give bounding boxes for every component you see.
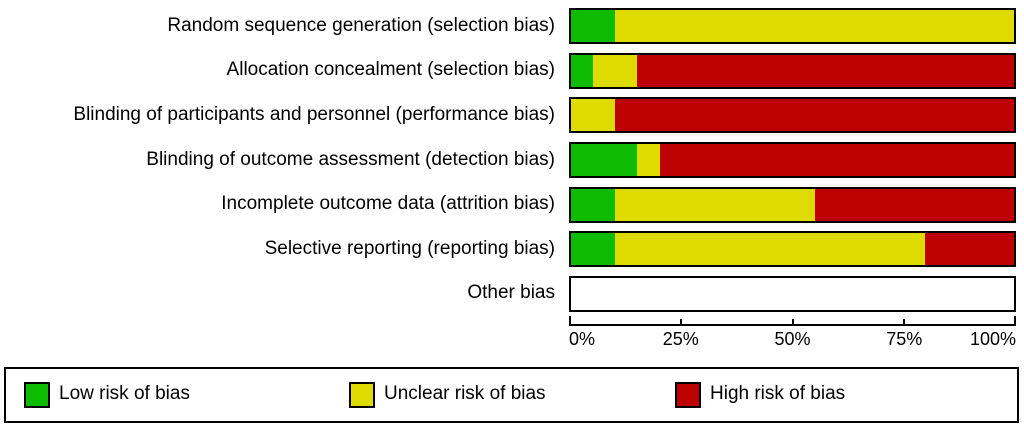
chart-row: Selective reporting (reporting bias) (0, 227, 1024, 272)
legend-label: Unclear risk of bias (384, 383, 546, 404)
axis-tick (679, 319, 682, 327)
category-label: Other bias (467, 282, 555, 304)
segment-high-risk (814, 188, 1014, 221)
segment-high-risk (615, 99, 1014, 132)
category-label: Blinding of participants and personnel (… (73, 103, 555, 125)
segment-high-risk (637, 54, 1014, 87)
segment-unclear-risk (571, 99, 616, 132)
category-label: Blinding of outcome assessment (detectio… (146, 148, 555, 170)
axis-tick (791, 319, 794, 327)
risk-bar (569, 275, 1016, 312)
x-axis: 0% 25% 50% 75% 100% (569, 316, 1016, 358)
chart-row: Blinding of outcome assessment (detectio… (0, 138, 1024, 183)
axis-tick (1014, 316, 1016, 327)
chart-rows: Random sequence generation (selection bi… (0, 4, 1024, 317)
risk-bar (569, 186, 1016, 223)
risk-bar (569, 142, 1016, 179)
axis-tick (569, 316, 571, 327)
segment-unclear-risk (637, 144, 660, 177)
legend-label: High risk of bias (710, 383, 846, 404)
axis-tick-label: 100% (969, 329, 1016, 350)
risk-bar (569, 231, 1016, 268)
legend-item-low-risk: Low risk of bias (24, 382, 190, 408)
segment-low-risk (571, 10, 616, 43)
chart-row: Other bias (0, 272, 1024, 317)
segment-unclear-risk (615, 188, 815, 221)
chart-row: Incomplete outcome data (attrition bias) (0, 182, 1024, 227)
category-label: Selective reporting (reporting bias) (264, 237, 555, 259)
axis-wrap: 0% 25% 50% 75% 100% (0, 316, 1024, 358)
axis-tick-label: 25% (662, 329, 699, 350)
chart-row: Random sequence generation (selection bi… (0, 4, 1024, 49)
segment-unclear-risk (593, 54, 638, 87)
chart-row: Allocation concealment (selection bias) (0, 49, 1024, 94)
risk-bar (569, 52, 1016, 89)
legend: Low risk of bias Unclear risk of bias High… (4, 367, 1019, 423)
segment-unclear-risk (615, 233, 926, 266)
segment-high-risk (659, 144, 1014, 177)
legend-label: Low risk of bias (59, 383, 190, 404)
low-risk-swatch-icon (24, 382, 50, 408)
segment-unclear-risk (615, 10, 1014, 43)
risk-bar (569, 8, 1016, 45)
category-label: Allocation concealment (selection bias) (226, 59, 555, 81)
axis-tick-label: 0% (569, 329, 596, 350)
segment-low-risk (571, 188, 616, 221)
category-label: Incomplete outcome data (attrition bias) (221, 193, 555, 215)
segment-low-risk (571, 144, 638, 177)
legend-item-unclear-risk: Unclear risk of bias (349, 382, 546, 408)
axis-tick-label: 50% (774, 329, 811, 350)
legend-item-high-risk: High risk of bias (675, 382, 845, 408)
category-label: Random sequence generation (selection bi… (167, 14, 555, 36)
axis-tick (903, 319, 906, 327)
segment-high-risk (925, 233, 1014, 266)
segment-low-risk (571, 54, 594, 87)
axis-tick-label: 75% (886, 329, 923, 350)
chart-row: Blinding of participants and personnel (… (0, 93, 1024, 138)
unclear-risk-swatch-icon (349, 382, 375, 408)
high-risk-swatch-icon (675, 382, 701, 408)
risk-bar (569, 97, 1016, 134)
segment-low-risk (571, 233, 616, 266)
